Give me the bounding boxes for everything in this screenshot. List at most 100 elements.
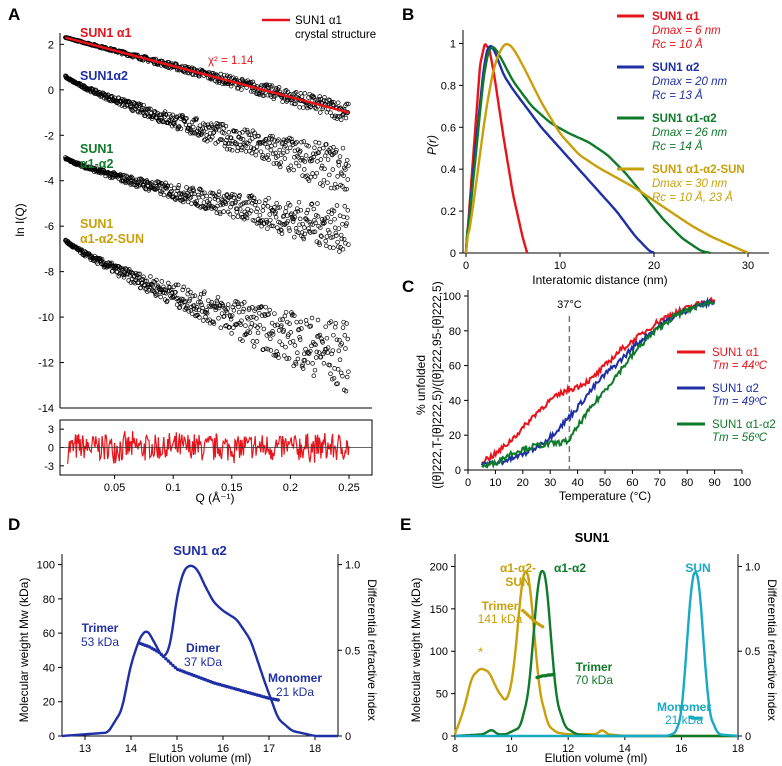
panel-d-ytick-left-label: 0	[49, 731, 55, 743]
saxs-point	[294, 139, 299, 145]
saxs-point	[154, 292, 160, 297]
saxs-point	[150, 283, 155, 288]
saxs-point	[229, 313, 235, 318]
panel-d-mw-point	[173, 665, 177, 670]
saxs-point	[202, 289, 207, 294]
saxs-point	[233, 199, 238, 205]
saxs-point	[268, 217, 273, 223]
saxs-point	[344, 321, 349, 326]
series-label-1: SUN1α2	[80, 69, 128, 83]
panel-e-title: SUN1	[575, 530, 610, 545]
saxs-point	[286, 168, 292, 173]
saxs-point	[165, 183, 171, 189]
panel-e-peak-label-2: SUN	[685, 561, 710, 575]
saxs-point	[265, 152, 271, 158]
legend-name-2: SUN1 α1-α2	[652, 113, 717, 125]
panel-e-ytick-right-label: 0.5	[745, 646, 760, 658]
saxs-point	[192, 191, 197, 197]
saxs-point	[215, 124, 220, 129]
pr-curve-3	[464, 42, 749, 254]
chi-squared-label: χ² = 1.14	[208, 55, 254, 67]
saxs-point	[129, 174, 134, 180]
saxs-point	[200, 126, 205, 131]
saxs-point	[276, 85, 282, 90]
panel-a-residual-plot: 3 0 -3 0.05 0.1 0.15 0.2 0.25 Q (Å⁻¹)	[44, 419, 373, 505]
saxs-point	[278, 227, 284, 232]
saxs-point	[172, 185, 177, 191]
saxs-point	[227, 146, 233, 152]
saxs-point	[321, 177, 327, 183]
saxs-point	[315, 317, 321, 323]
panel-e-xtick-label: 10	[505, 743, 517, 755]
saxs-point	[182, 118, 187, 124]
legend-rc-1: Rc = 13 Å	[652, 89, 703, 102]
saxs-point	[206, 203, 211, 208]
saxs-point	[345, 177, 351, 182]
saxs-point	[157, 287, 162, 293]
saxs-point	[309, 315, 315, 321]
saxs-point	[244, 215, 250, 221]
saxs-point	[129, 104, 135, 109]
panel-d-annot-label-1: Dimer	[186, 641, 220, 655]
saxs-point	[201, 318, 206, 323]
legend-rc-3: Rc = 10 Å, 23 Å	[652, 191, 733, 204]
saxs-point	[308, 174, 314, 180]
residual-ytick-label: 3	[48, 424, 54, 436]
saxs-point	[197, 186, 203, 192]
saxs-point	[287, 321, 292, 326]
panel-e-xtick-label: 14	[619, 743, 631, 755]
saxs-point	[259, 224, 264, 229]
saxs-point	[204, 193, 209, 199]
saxs-point	[314, 239, 320, 244]
saxs-point	[173, 116, 179, 121]
saxs-point	[185, 287, 191, 293]
saxs-point	[258, 141, 263, 146]
saxs-point	[249, 321, 255, 326]
saxs-point	[270, 151, 276, 157]
saxs-point	[309, 155, 314, 161]
saxs-point	[168, 189, 173, 195]
saxs-point	[319, 163, 325, 169]
series-label-3: SUN1 α1-α2-SUN	[80, 217, 144, 246]
panel-a-xlabel: Q (Å⁻¹)	[196, 490, 235, 505]
saxs-point	[242, 127, 248, 133]
saxs-point	[110, 269, 115, 274]
saxs-point	[331, 208, 337, 214]
saxs-point	[122, 173, 127, 178]
saxs-point	[254, 316, 259, 321]
saxs-point	[337, 249, 342, 254]
saxs-point	[337, 213, 343, 219]
saxs-point	[135, 109, 141, 115]
saxs-point	[263, 304, 268, 310]
panel-c-ytick-label: 100	[443, 291, 461, 303]
saxs-point	[239, 76, 245, 82]
saxs-point	[258, 304, 264, 310]
saxs-point	[312, 145, 317, 151]
panel-d-mw-point	[164, 657, 168, 661]
saxs-point	[287, 145, 293, 151]
saxs-point	[203, 205, 209, 211]
saxs-point	[222, 143, 228, 149]
saxs-point	[173, 282, 179, 288]
saxs-point	[151, 279, 156, 284]
saxs-point	[344, 186, 349, 192]
saxs-point	[231, 308, 237, 313]
saxs-point	[302, 91, 308, 96]
saxs-point	[327, 362, 333, 368]
panel-e-annot-label-0: Trimer	[482, 599, 519, 613]
saxs-point	[240, 201, 245, 207]
saxs-point	[269, 223, 274, 229]
saxs-point	[292, 91, 298, 96]
panel-c-37c-label: 37°C	[557, 299, 582, 311]
saxs-point	[286, 356, 292, 361]
panel-e-xtick-label: 16	[675, 743, 687, 755]
series-label-2-line: α1-α2	[80, 157, 113, 171]
panel-e-annot-value-0: 141 kDa	[478, 612, 523, 626]
saxs-point	[310, 95, 316, 100]
panel-a-legend: SUN1 α1 crystal structure	[262, 15, 376, 41]
saxs-point	[337, 357, 343, 363]
saxs-point	[322, 166, 327, 172]
saxs-point	[127, 175, 133, 180]
saxs-point	[306, 226, 311, 231]
panel-a-ytick-label: -14	[38, 403, 54, 415]
